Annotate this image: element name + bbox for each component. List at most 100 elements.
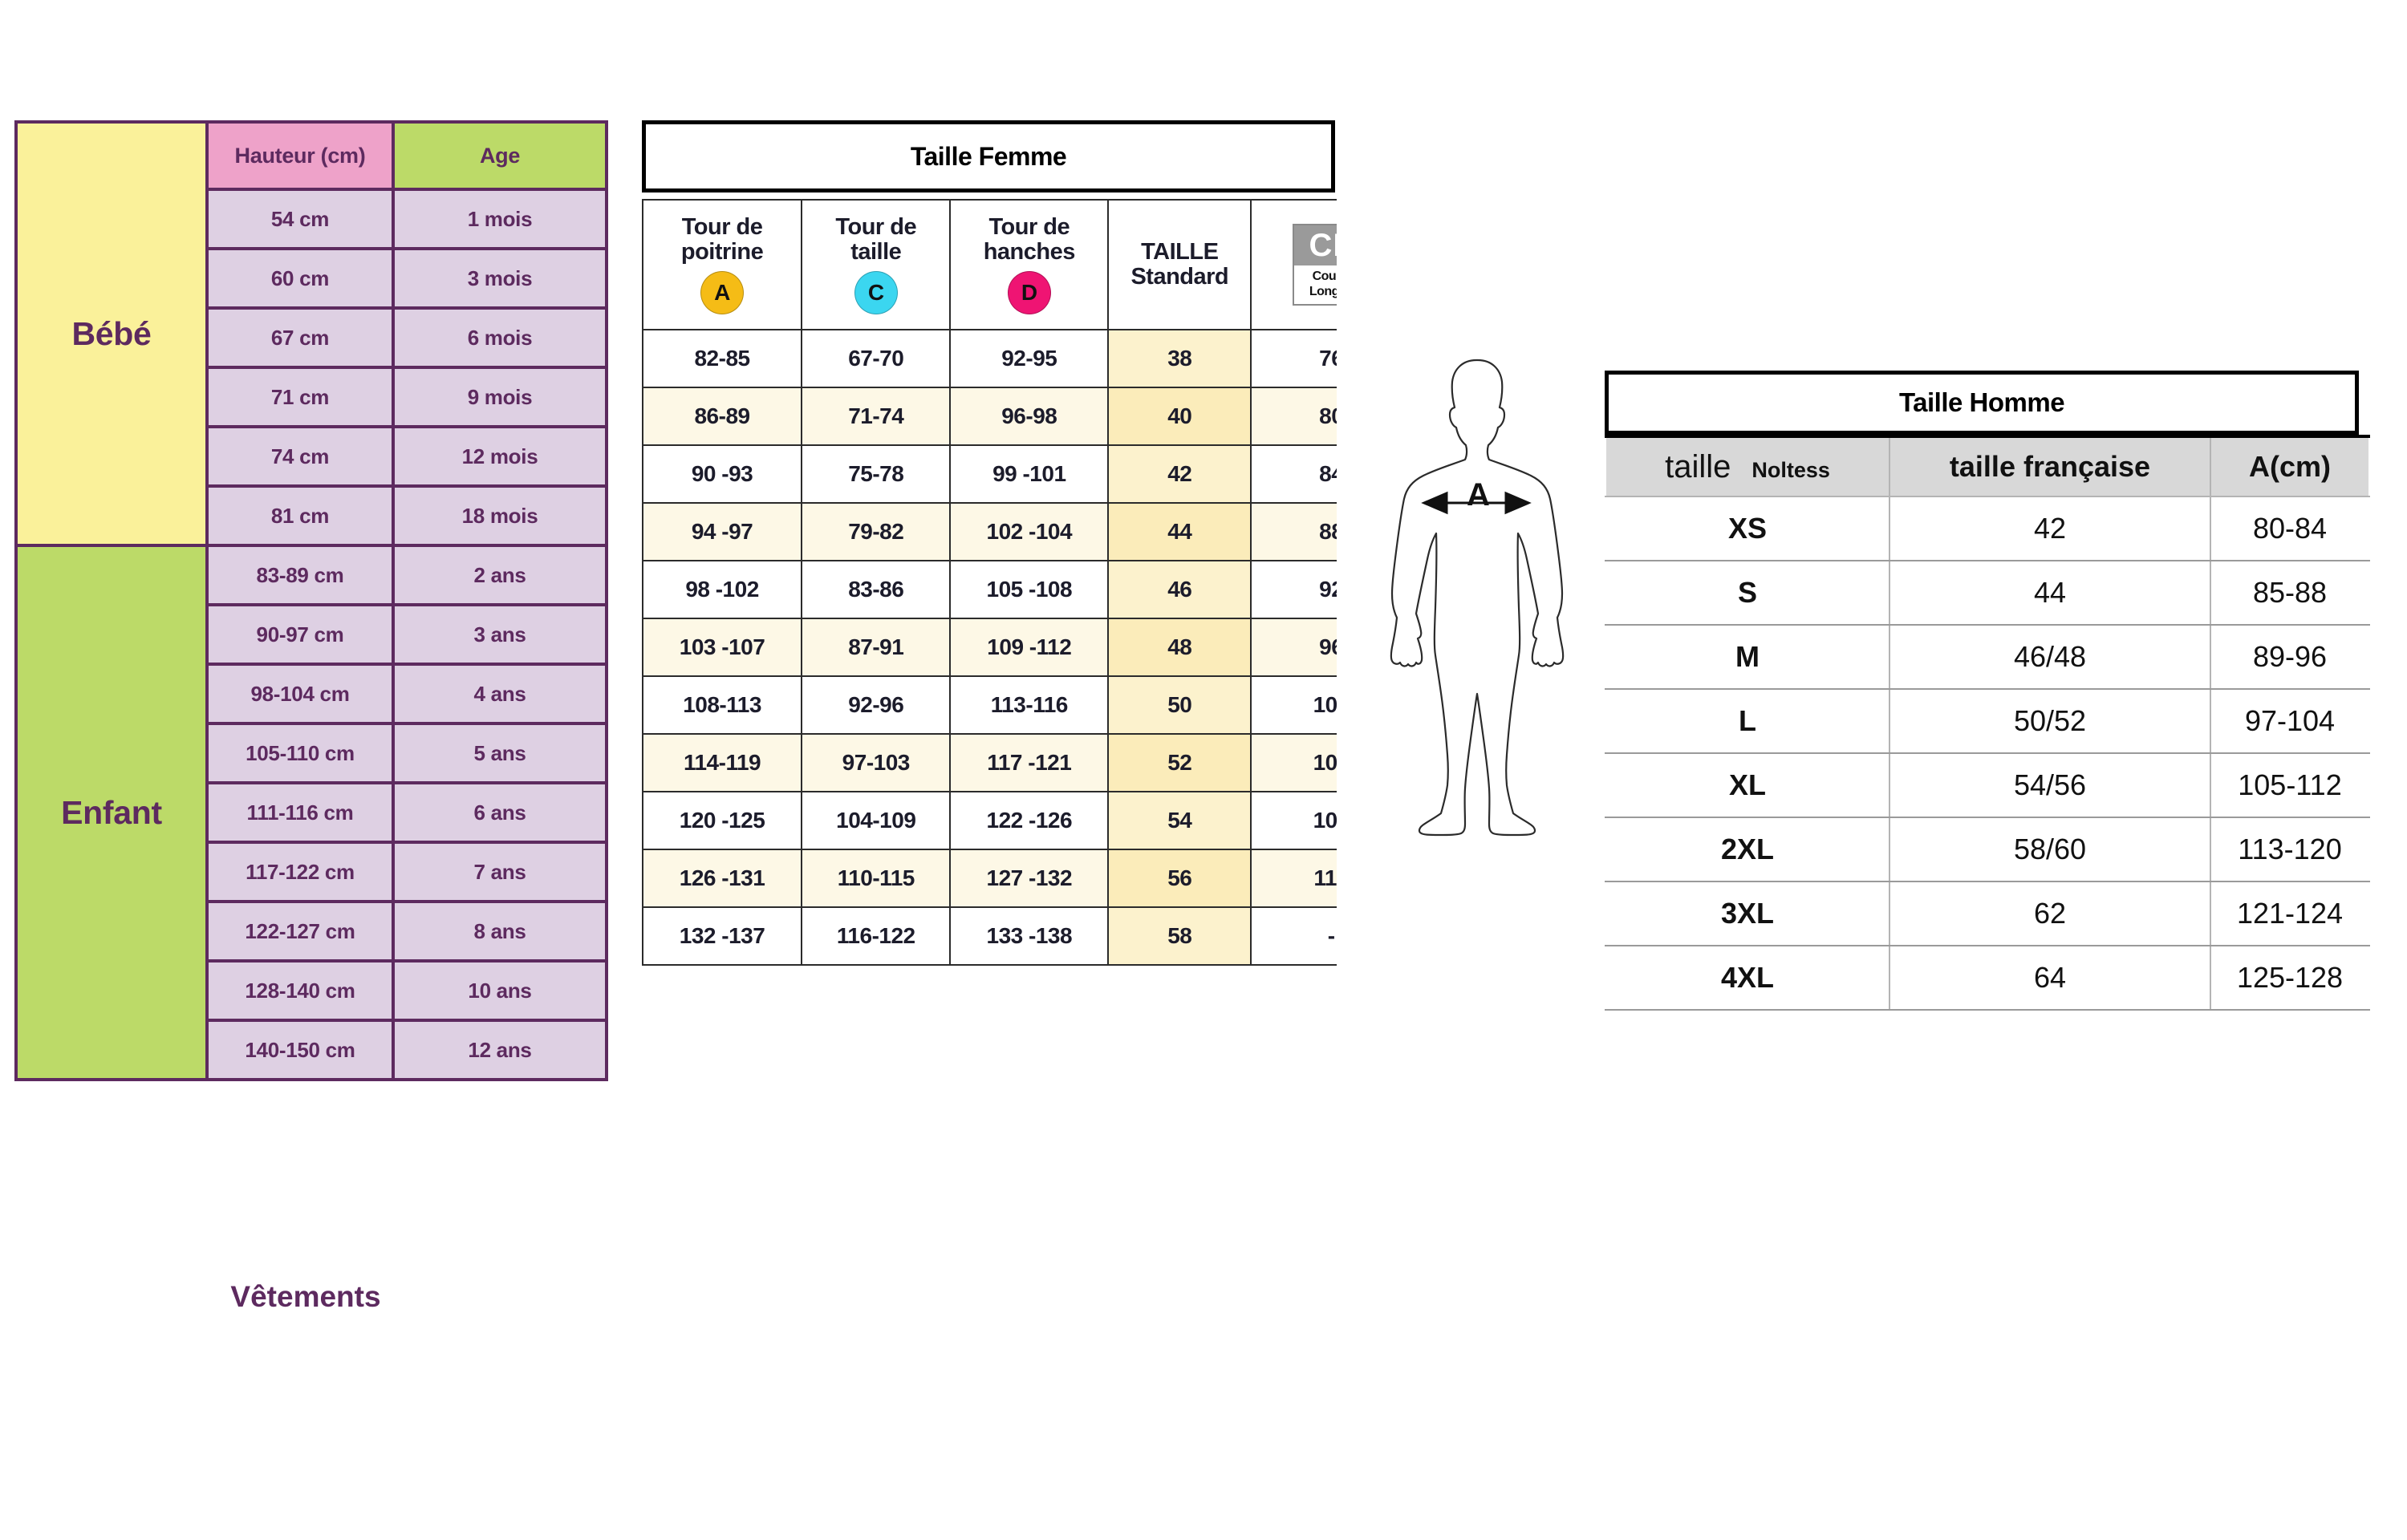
badge-c-icon: C (854, 271, 898, 315)
women-hanches-value: 113-116 (949, 675, 1110, 735)
men-french-size-value: 62 (1889, 881, 2211, 946)
men-size-value: L (1605, 689, 1890, 754)
table-row: 2XL 58/60 113-120 (1605, 817, 2370, 882)
cl-full-label: CoupeLongue (1309, 270, 1337, 298)
children-age-value: 1 mois (392, 188, 608, 250)
table-row: 74 cm 12 mois (16, 425, 608, 488)
women-taille-value: 104-109 (801, 791, 952, 850)
women-poitrine-value: 90 -93 (642, 444, 803, 504)
children-age-value: 12 ans (392, 1019, 608, 1081)
table-row: 4XL 64 125-128 (1605, 946, 2370, 1011)
children-header-height: Hauteur (cm) (205, 120, 395, 191)
children-height-value: 74 cm (205, 425, 395, 488)
table-row: 98-104 cm 4 ans (16, 663, 608, 725)
women-header-standard: TAILLE Standard (1107, 199, 1252, 330)
women-hanches-value: 102 -104 (949, 502, 1110, 561)
men-acm-value: 105-112 (2210, 753, 2370, 818)
women-taille-value: 92-96 (801, 675, 952, 735)
women-standard-size-value: 52 (1107, 733, 1252, 792)
children-height-value: 83-89 cm (205, 544, 395, 606)
women-header-hanches: Tour de hanches D (949, 199, 1110, 330)
women-taille-value: 83-86 (801, 560, 952, 619)
women-taille-value: 110-115 (801, 849, 952, 908)
children-age-value: 12 mois (392, 425, 608, 488)
children-age-value: 9 mois (392, 366, 608, 428)
table-row: 60 cm 3 mois (16, 247, 608, 310)
women-cl-value: 80 (1250, 387, 1337, 446)
women-header-taille: Tour de taille C (801, 199, 952, 330)
children-height-value: 111-116 cm (205, 781, 395, 844)
women-poitrine-value: 86-89 (642, 387, 803, 446)
women-cl-value: - (1250, 906, 1337, 966)
badge-a-icon: A (700, 271, 745, 315)
women-table-title: Taille Femme (642, 120, 1335, 192)
women-hanches-value: 122 -126 (949, 791, 1110, 850)
men-acm-value: 80-84 (2210, 496, 2370, 561)
men-size-value: 2XL (1605, 817, 1890, 882)
children-age-value: 7 ans (392, 841, 608, 903)
men-french-size-value: 46/48 (1889, 625, 2211, 690)
women-standard-size-value: 40 (1107, 387, 1252, 446)
table-row: Enfant 83-89 cm 2 ans (14, 544, 608, 1081)
men-header-row: taille Noltess taille française A(cm) (1605, 436, 2370, 497)
women-hanches-value: 133 -138 (949, 906, 1110, 966)
men-header-french: taille française (1889, 436, 2211, 497)
women-standard-size-value: 58 (1107, 906, 1252, 966)
children-height-value: 117-122 cm (205, 841, 395, 903)
children-height-value: 81 cm (205, 484, 395, 547)
women-header-poitrine: Tour de poitrine A (642, 199, 803, 330)
men-size-value: XS (1605, 496, 1890, 561)
children-age-value: 4 ans (392, 663, 608, 725)
table-row: XL 54/56 105-112 (1605, 753, 2370, 818)
men-french-size-value: 50/52 (1889, 689, 2211, 754)
women-header-row: Tour de poitrine A Tour de taille C Tour d… (642, 199, 1337, 330)
women-standard-size-value: 48 (1107, 618, 1252, 677)
children-height-value: 140-150 cm (205, 1019, 395, 1081)
women-standard-size-value: 38 (1107, 329, 1252, 388)
women-hanches-value: 117 -121 (949, 733, 1110, 792)
children-category-baby: Bébé (14, 120, 209, 547)
men-french-size-value: 64 (1889, 946, 2211, 1011)
men-french-size-value: 44 (1889, 561, 2211, 626)
children-category-child: Enfant (14, 544, 209, 1081)
men-size-value: S (1605, 561, 1890, 626)
children-height-value: 98-104 cm (205, 663, 395, 725)
cl-badge-icon: CL CoupeLongue (1293, 224, 1337, 306)
men-acm-value: 85-88 (2210, 561, 2370, 626)
women-standard-size-value: 50 (1107, 675, 1252, 735)
men-table-title: Taille Homme (1605, 371, 2359, 435)
children-height-value: 71 cm (205, 366, 395, 428)
children-age-value: 5 ans (392, 722, 608, 784)
table-row: 122-127 cm 8 ans (16, 900, 608, 962)
women-cl-value: 92 (1250, 560, 1337, 619)
men-acm-value: 97-104 (2210, 689, 2370, 754)
children-age-value: 3 mois (392, 247, 608, 310)
women-hanches-value: 109 -112 (949, 618, 1110, 677)
women-taille-value: 116-122 (801, 906, 952, 966)
children-height-value: 67 cm (205, 306, 395, 369)
men-acm-value: 89-96 (2210, 625, 2370, 690)
table-row: 54 cm 1 mois (16, 188, 608, 250)
table-row: L 50/52 97-104 (1605, 689, 2370, 754)
table-row: M 46/48 89-96 (1605, 625, 2370, 690)
body-silhouette-icon (1368, 349, 1585, 991)
table-row: 71 cm 9 mois (16, 366, 608, 428)
men-size-value: 4XL (1605, 946, 1890, 1011)
table-row: S 44 85-88 (1605, 561, 2370, 626)
children-age-value: 8 ans (392, 900, 608, 962)
women-cl-value: 104 (1250, 733, 1337, 792)
men-french-size-value: 42 (1889, 496, 2211, 561)
men-acm-value: 113-120 (2210, 817, 2370, 882)
children-height-value: 60 cm (205, 247, 395, 310)
children-height-value: 122-127 cm (205, 900, 395, 962)
table-row: 67 cm 6 mois (16, 306, 608, 369)
women-header-standard-label: TAILLE Standard (1130, 239, 1229, 290)
